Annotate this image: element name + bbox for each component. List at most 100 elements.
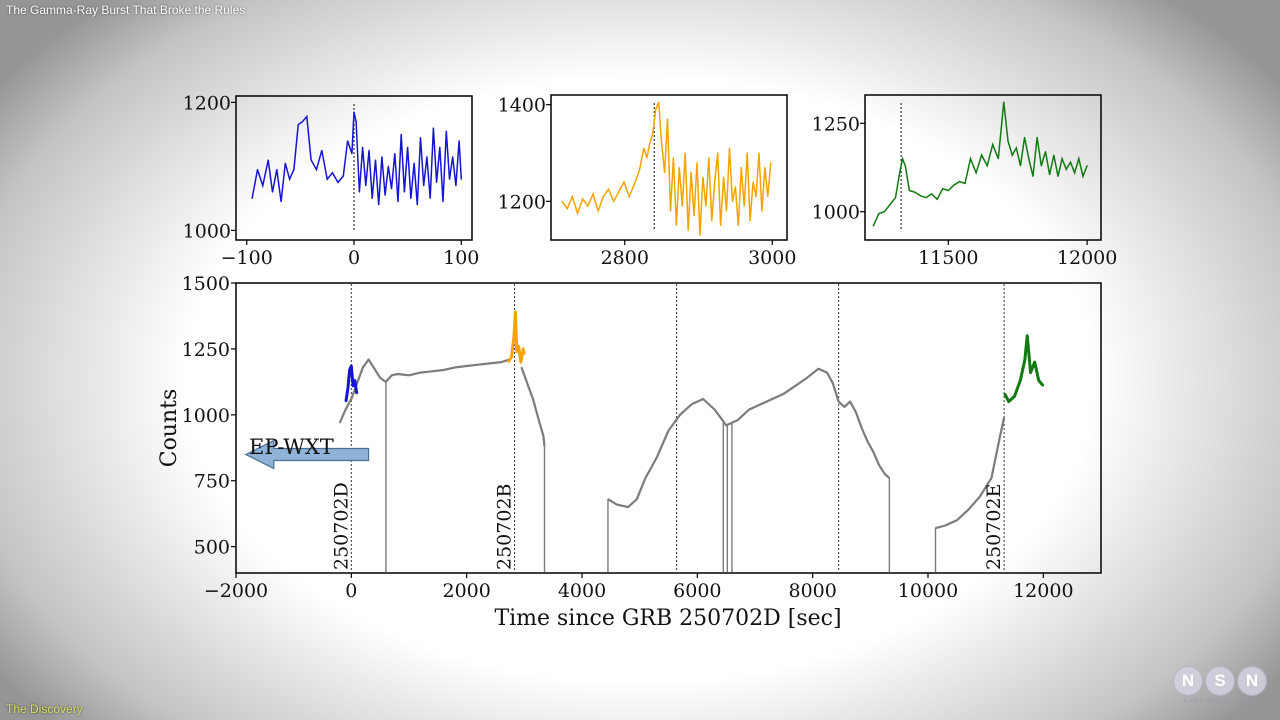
- inset1-data-point: [353, 111, 355, 113]
- main-data-point: [878, 464, 880, 466]
- inset2-data-point: [702, 176, 704, 178]
- main-data-point: [644, 477, 647, 479]
- inset1-data-point: [293, 169, 295, 171]
- main-series-gray-1: [338, 358, 511, 424]
- inset2-data-point: [623, 181, 625, 183]
- inset3-data-point: [1007, 140, 1009, 142]
- inset2-data-point: [722, 176, 725, 178]
- inset1-data-point: [256, 169, 259, 171]
- main-data-point: [345, 401, 347, 403]
- main-data-point: [934, 527, 937, 529]
- inset3-data-point: [964, 182, 966, 185]
- main-data-point: [522, 348, 524, 350]
- main-data-point: [1004, 393, 1006, 395]
- inset3-data-point: [889, 204, 891, 206]
- inset3-data-point: [1069, 161, 1072, 163]
- main-data-point: [1024, 358, 1026, 361]
- main-ytick-label: 750: [194, 471, 230, 493]
- main-data-point: [999, 435, 1001, 437]
- inset2-data-point: [613, 200, 615, 202]
- main-data-point: [352, 385, 354, 387]
- inset3-xtick-label: 12000: [1057, 247, 1117, 269]
- logo-letter-s: S: [1205, 666, 1235, 696]
- inset1-data-point: [276, 169, 278, 171]
- inset1-data-point: [407, 146, 409, 148]
- main-xtick-label: 4000: [558, 580, 606, 602]
- inset3-data-point: [947, 189, 949, 192]
- inset1-data-point: [429, 197, 431, 199]
- inset3-data-point: [981, 154, 983, 156]
- inset1-data-point: [280, 201, 282, 203]
- main-data-point: [379, 377, 381, 379]
- inset2-data-point: [638, 169, 641, 171]
- main-series-gray-4: [935, 417, 1006, 530]
- inset1-data-point: [378, 204, 380, 206]
- inset3-data-point: [894, 196, 897, 199]
- inset2-data-point: [649, 142, 651, 144]
- main-data-point: [443, 369, 445, 371]
- inset-2-ticks: 2800 3000 1200 1400: [498, 95, 797, 269]
- inset2-data-point: [607, 188, 610, 190]
- inset1-data-point: [331, 172, 334, 174]
- video-title: The Gamma-Ray Burst That Broke the Rules: [6, 3, 246, 17]
- inset1-data-point: [271, 191, 274, 193]
- main-series-orange: [506, 310, 526, 364]
- inset2-data-point: [720, 224, 722, 227]
- inset1-data-point: [394, 153, 396, 155]
- inset2-data-point: [758, 152, 760, 154]
- main-data-point: [979, 495, 981, 498]
- main-data-point: [702, 398, 704, 400]
- inset-3-frame: [864, 94, 1102, 241]
- inset2-data-point: [687, 229, 689, 231]
- main-data-point: [513, 335, 515, 337]
- inset1-data-point: [337, 181, 339, 183]
- inset3-data-point: [1028, 158, 1030, 160]
- main-data-point: [339, 422, 341, 424]
- inset-2-plot-area: [561, 101, 772, 236]
- inset1-data-point: [423, 185, 425, 187]
- inset-1-plot-area: [251, 104, 463, 230]
- main-data-point: [826, 372, 828, 374]
- main-data-point: [347, 387, 349, 390]
- inset2-data-point: [690, 171, 692, 173]
- main-plot-frame: [235, 282, 1102, 574]
- main-data-point: [526, 382, 528, 384]
- inset1-data-point: [315, 169, 318, 171]
- main-series-gray-2: [520, 367, 546, 447]
- main-data-point: [855, 411, 857, 413]
- inset2-data-point: [643, 147, 645, 149]
- main-data-point: [1008, 401, 1010, 403]
- inset2-series-line: [561, 102, 772, 236]
- main-data-point: [354, 379, 356, 382]
- main-data-point: [532, 398, 534, 400]
- logo-letter-n1: N: [1173, 666, 1203, 696]
- inset3-data-point: [1015, 147, 1017, 149]
- inset1-data-point: [452, 156, 454, 158]
- main-data-point: [500, 361, 502, 363]
- inset1-xtick-label: 100: [443, 247, 479, 269]
- inset2-data-point: [652, 133, 654, 135]
- main-data-point: [520, 361, 522, 363]
- inset1-data-point: [342, 175, 344, 177]
- inset1-data-point: [387, 165, 389, 167]
- inset2-data-point: [576, 212, 579, 215]
- inset3-xtick-label: 11500: [918, 247, 978, 269]
- main-data-point: [679, 414, 681, 416]
- inset1-data-point: [426, 156, 428, 158]
- inset1-data-point: [306, 115, 308, 118]
- main-data-point: [523, 353, 525, 355]
- main-data-point: [356, 382, 358, 384]
- inset1-data-point: [413, 162, 415, 164]
- inset2-data-point: [571, 195, 573, 198]
- main-ytick-label: 500: [194, 537, 230, 559]
- main-data-point: [1013, 395, 1016, 397]
- main-data-point: [489, 362, 491, 365]
- inset3-data-point: [925, 196, 927, 199]
- inset2-data-point: [633, 183, 635, 186]
- event-label: 250702E: [983, 484, 1005, 570]
- main-data-point: [543, 445, 546, 448]
- inset2-data-point: [705, 205, 707, 207]
- inset-1-ticks: −100 0 100 1000 1200: [183, 92, 480, 269]
- main-data-point: [843, 406, 845, 408]
